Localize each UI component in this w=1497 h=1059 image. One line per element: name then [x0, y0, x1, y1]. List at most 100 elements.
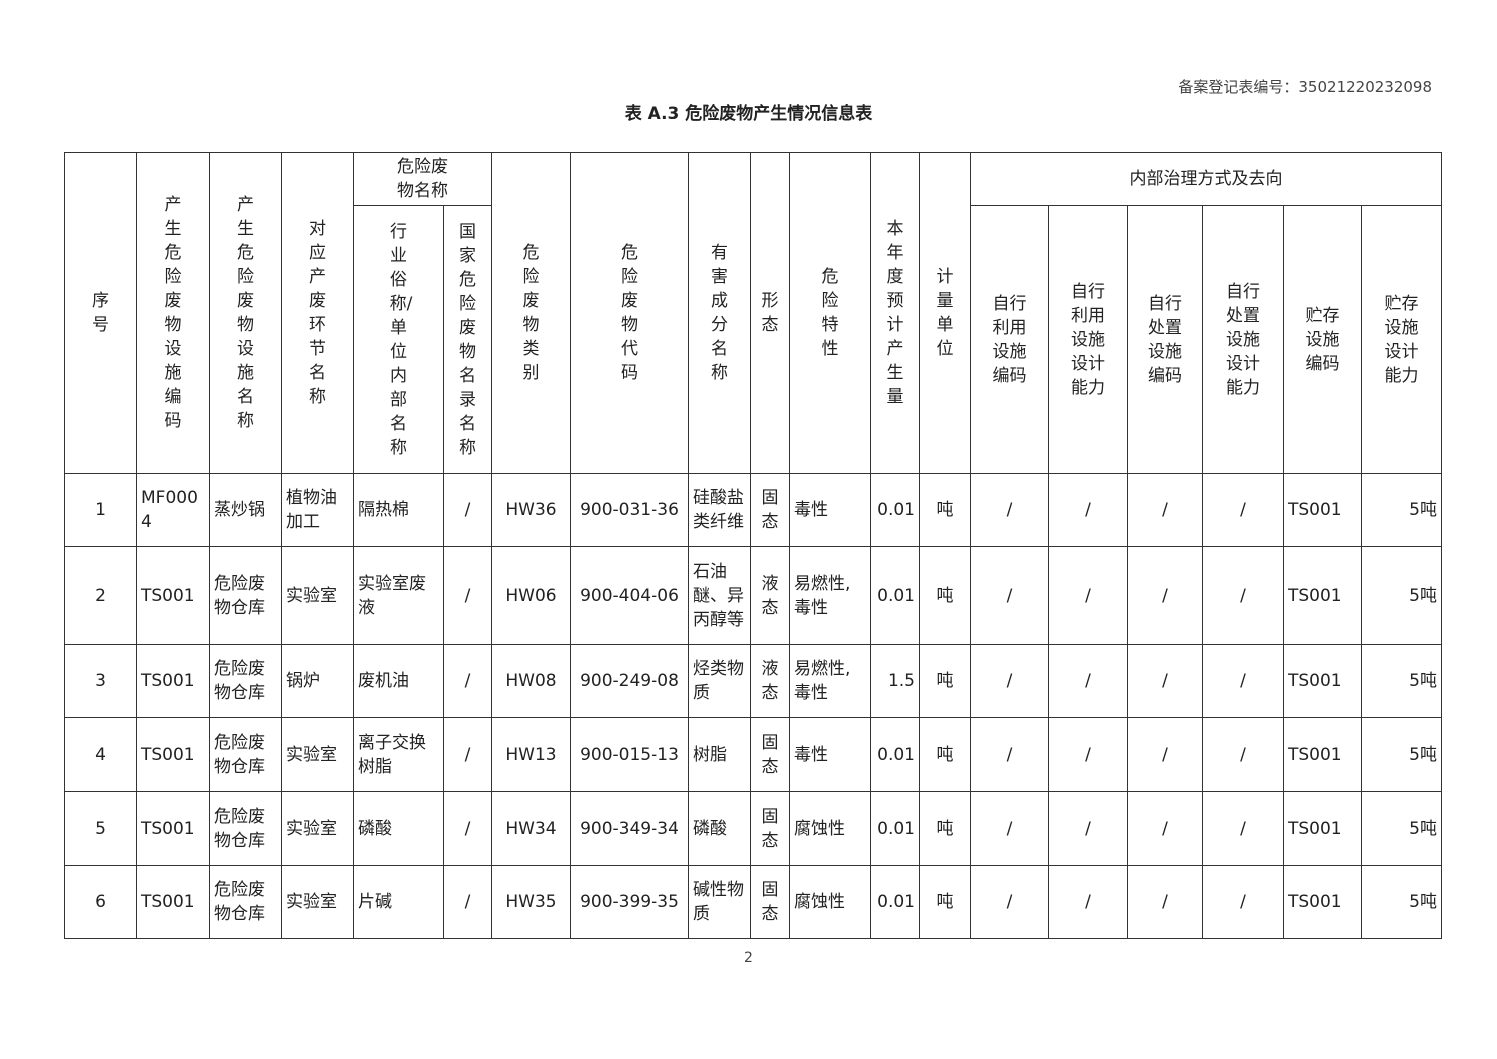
header-self-use-cap: 自行利用设施设计能力 [1048, 205, 1128, 474]
cell-common-name: 磷酸 [353, 791, 444, 866]
cell-seq: 5 [64, 791, 137, 866]
cell-unit: 吨 [919, 546, 971, 645]
cell-code: 900-399-35 [570, 865, 689, 939]
cell-unit: 吨 [919, 644, 971, 718]
cell-facility-code: TS001 [136, 791, 210, 866]
header-facility-code: 产生危险废物设施编码 [136, 152, 210, 474]
cell-self-dispose-code: / [1127, 865, 1203, 939]
cell-national-name: / [443, 473, 492, 547]
cell-amount: 1.5 [870, 644, 920, 718]
cell-unit: 吨 [919, 473, 971, 547]
cell-self-use-cap: / [1048, 865, 1128, 939]
cell-common-name: 隔热棉 [353, 473, 444, 547]
table-row: 3 TS001 危险废物仓库 锅炉 废机油 / HW08 900-249-08 烃类物质 液态 易燃… [64, 644, 1442, 718]
table-row: 1 MF0004 蒸炒锅 植物油加工 隔热棉 / HW36 900-031-36 硅酸盐类纤维固… [64, 473, 1442, 547]
cell-category: HW06 [491, 546, 571, 645]
cell-form: 固态 [750, 865, 790, 939]
cell-code: 900-404-06 [570, 546, 689, 645]
cell-form: 液态 [750, 546, 790, 645]
cell-self-dispose-cap: / [1202, 791, 1284, 866]
cell-common-name: 废机油 [353, 644, 444, 718]
cell-facility-code: TS001 [136, 865, 210, 939]
cell-facility-name: 危险废物仓库 [209, 644, 282, 718]
cell-form: 液态 [750, 644, 790, 718]
cell-category: HW35 [491, 865, 571, 939]
cell-code: 900-249-08 [570, 644, 689, 718]
cell-components: 磷酸 [688, 791, 751, 866]
cell-process: 锅炉 [281, 644, 354, 718]
cell-code: 900-015-13 [570, 717, 689, 792]
header-unit: 计量单位 [919, 152, 971, 474]
cell-storage-cap: 5吨 [1361, 791, 1442, 866]
cell-process: 实验室 [281, 865, 354, 939]
header-waste-name-group: 危险废物名称 [353, 152, 492, 206]
table-row: 6 TS001 危险废物仓库 实验室 片碱 / HW35 900-399-35 碱性物质 固态 腐蚀… [64, 865, 1442, 939]
cell-storage-cap: 5吨 [1361, 717, 1442, 792]
cell-property: 易燃性,毒性 [789, 644, 871, 718]
cell-self-dispose-cap: / [1202, 717, 1284, 792]
cell-facility-code: TS001 [136, 717, 210, 792]
cell-storage-code: TS001 [1283, 644, 1362, 718]
cell-seq: 4 [64, 717, 137, 792]
cell-self-use-cap: / [1048, 473, 1128, 547]
cell-code: 900-031-36 [570, 473, 689, 547]
cell-facility-code: MF0004 [136, 473, 210, 547]
table-row: 5 TS001 危险废物仓库 实验室 磷酸 / HW34 900-349-34 磷酸 固态 腐蚀性 0… [64, 791, 1442, 866]
cell-facility-name: 危险废物仓库 [209, 791, 282, 866]
cell-common-name: 片碱 [353, 865, 444, 939]
cell-code: 900-349-34 [570, 791, 689, 866]
cell-self-use-cap: / [1048, 717, 1128, 792]
cell-storage-cap: 5吨 [1361, 473, 1442, 547]
cell-unit: 吨 [919, 791, 971, 866]
header-amount: 本年度预计产生量 [870, 152, 920, 474]
cell-facility-name: 危险废物仓库 [209, 717, 282, 792]
cell-form: 固态 [750, 473, 790, 547]
cell-facility-code: TS001 [136, 546, 210, 645]
cell-self-dispose-cap: / [1202, 865, 1284, 939]
cell-property: 易燃性,毒性 [789, 546, 871, 645]
header-process: 对应产废环节名称 [281, 152, 354, 474]
cell-storage-code: TS001 [1283, 791, 1362, 866]
cell-self-use-code: / [970, 865, 1049, 939]
cell-seq: 6 [64, 865, 137, 939]
header-form: 形态 [750, 152, 790, 474]
cell-amount: 0.01 [870, 473, 920, 547]
cell-self-dispose-code: / [1127, 473, 1203, 547]
header-internal-group: 内部治理方式及去向 [970, 152, 1442, 206]
cell-national-name: / [443, 644, 492, 718]
cell-self-dispose-code: / [1127, 717, 1203, 792]
header-facility-name: 产生危险废物设施名称 [209, 152, 282, 474]
cell-amount: 0.01 [870, 791, 920, 866]
cell-storage-code: TS001 [1283, 865, 1362, 939]
header-seq: 序号 [64, 152, 137, 474]
header-storage-cap: 贮存设施设计能力 [1361, 205, 1442, 474]
header-common-name: 行业俗称/单位内部名称 [353, 205, 444, 474]
cell-self-use-cap: / [1048, 644, 1128, 718]
cell-facility-name: 危险废物仓库 [209, 865, 282, 939]
header-category: 危险废物类别 [491, 152, 571, 474]
cell-category: HW13 [491, 717, 571, 792]
cell-facility-name: 蒸炒锅 [209, 473, 282, 547]
header-self-use-code: 自行利用设施编码 [970, 205, 1049, 474]
cell-self-use-code: / [970, 644, 1049, 718]
cell-facility-name: 危险废物仓库 [209, 546, 282, 645]
cell-category: HW36 [491, 473, 571, 547]
cell-self-dispose-cap: / [1202, 644, 1284, 718]
cell-storage-cap: 5吨 [1361, 644, 1442, 718]
cell-storage-cap: 5吨 [1361, 546, 1442, 645]
cell-components: 树脂 [688, 717, 751, 792]
cell-self-dispose-cap: / [1202, 546, 1284, 645]
header-self-dispose-cap: 自行处置设施设计能力 [1202, 205, 1284, 474]
cell-storage-code: TS001 [1283, 717, 1362, 792]
cell-national-name: / [443, 791, 492, 866]
cell-amount: 0.01 [870, 546, 920, 645]
cell-self-dispose-cap: / [1202, 473, 1284, 547]
table-row: 2 TS001 危险废物仓库 实验室 实验室废液 / HW06 900-404-06 石油醚、异… [64, 546, 1442, 645]
cell-storage-code: TS001 [1283, 473, 1362, 547]
cell-self-use-code: / [970, 791, 1049, 866]
cell-process: 实验室 [281, 791, 354, 866]
cell-national-name: / [443, 717, 492, 792]
cell-unit: 吨 [919, 717, 971, 792]
table-title: 表 A.3 危险废物产生情况信息表 [624, 104, 873, 124]
header-national-name: 国家危险废物名录名称 [443, 205, 492, 474]
